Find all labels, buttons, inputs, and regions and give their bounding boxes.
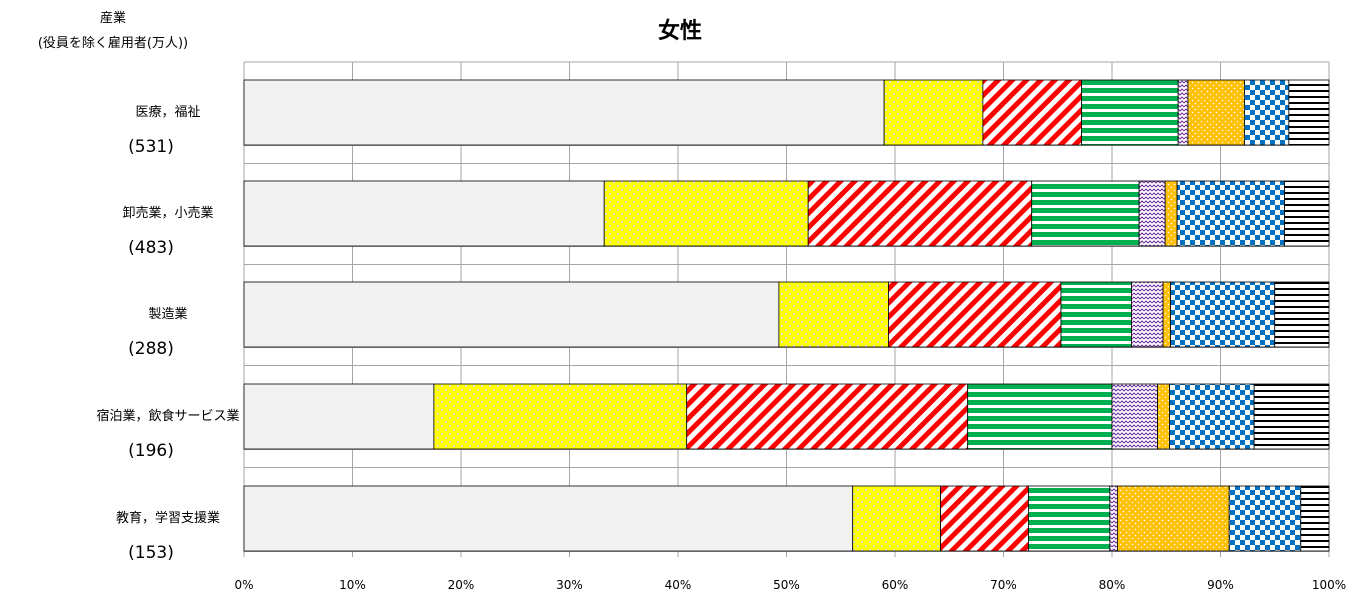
bar-segment	[1300, 485, 1330, 552]
bar-segment	[1031, 180, 1140, 247]
bar-segment	[1253, 383, 1330, 450]
x-tick-label: 60%	[882, 578, 909, 592]
bar-segment	[243, 383, 435, 450]
bar-segment	[1060, 281, 1132, 348]
x-tick-label: 80%	[1099, 578, 1126, 592]
bar-segment	[888, 281, 1062, 348]
bar-segment	[1274, 281, 1330, 348]
bar-segment	[1131, 281, 1164, 348]
category-count: (288)	[128, 339, 174, 359]
bar-segment	[1157, 383, 1170, 450]
bars	[243, 79, 1330, 552]
bar-segment	[243, 281, 780, 348]
bar-segment	[1187, 79, 1245, 146]
x-axis-ticks: 0% 10% 20% 30% 40% 50% 60% 70% 80% 90% 100%	[234, 578, 1346, 592]
bar-segment	[883, 79, 984, 146]
category-label: 宿泊業，飲食サービス業	[96, 408, 239, 424]
bar-segment	[940, 485, 1029, 552]
bar-segment	[1081, 79, 1179, 146]
x-tick-label: 50%	[773, 578, 800, 592]
category-label: 教育，学習支援業	[116, 510, 220, 526]
bar-segment	[1243, 79, 1290, 146]
bar-segment	[1111, 383, 1158, 450]
bar-segment	[1169, 383, 1255, 450]
category-count: (153)	[128, 543, 174, 563]
bar-segment	[967, 383, 1113, 450]
bar-segment	[243, 180, 605, 247]
bar-segment	[686, 383, 969, 450]
chart-title: 女性	[658, 18, 702, 44]
x-tick-label: 90%	[1207, 578, 1234, 592]
x-tick-label: 20%	[448, 578, 475, 592]
bar-segment	[243, 485, 854, 552]
category-label: 製造業	[148, 306, 187, 322]
bar-segment	[982, 79, 1083, 146]
x-tick-label: 100%	[1312, 578, 1346, 592]
x-tick-label: 70%	[990, 578, 1017, 592]
category-labels: 医療，福祉 (531) 卸売業，小売業 (483) 製造業 (288) 宿泊業，飲食サービス…	[96, 105, 239, 563]
category-label: 医療，福祉	[135, 105, 200, 120]
y-axis-header-line1: 産業	[100, 10, 126, 26]
bar-segment	[1164, 180, 1178, 247]
bar-segment	[1176, 180, 1285, 247]
x-tick-label: 10%	[339, 578, 366, 592]
bar-segment	[243, 79, 885, 146]
x-tick-label: 0%	[234, 578, 253, 592]
x-tick-label: 40%	[665, 578, 692, 592]
bar-segment	[1170, 281, 1276, 348]
bar-segment	[433, 383, 688, 450]
x-tick-label: 30%	[556, 578, 583, 592]
bar-segment	[1284, 180, 1330, 247]
bar-segment	[778, 281, 889, 348]
bar-segment	[1117, 485, 1230, 552]
y-axis-header-line2: (役員を除く雇用者(万人))	[38, 35, 188, 51]
bar-segment	[1288, 79, 1330, 146]
bar-segment	[1162, 281, 1171, 348]
bar-segment	[1177, 79, 1189, 146]
bar-segment	[1228, 485, 1302, 552]
bar-segment	[603, 180, 809, 247]
category-label: 卸売業，小売業	[122, 205, 213, 221]
category-count: (483)	[128, 238, 174, 258]
bar-segment	[807, 180, 1033, 247]
bar-segment	[1109, 485, 1118, 552]
category-count: (196)	[128, 441, 174, 461]
bar-segment	[1028, 485, 1111, 552]
bar-segment	[852, 485, 941, 552]
bar-segment	[1138, 180, 1166, 247]
category-count: (531)	[128, 137, 174, 157]
